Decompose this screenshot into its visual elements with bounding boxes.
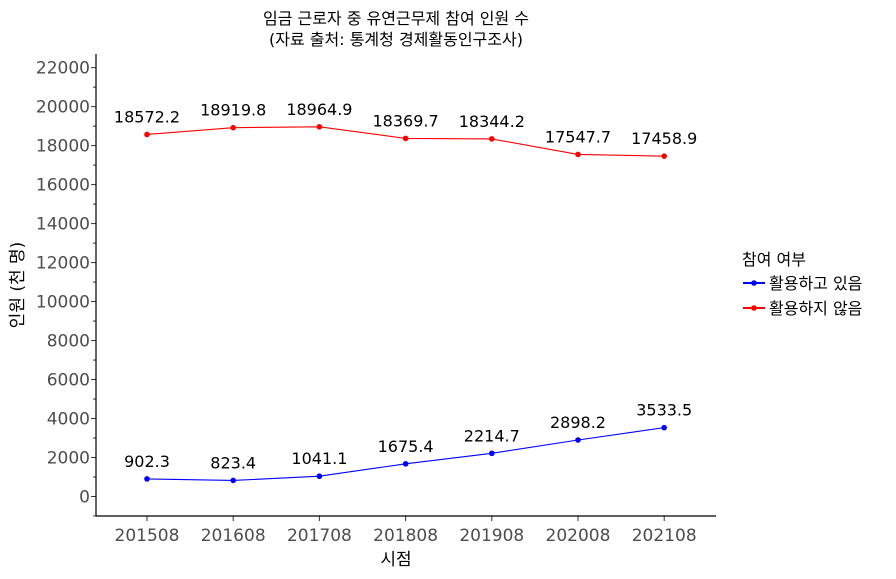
x-tick-label: 201608 <box>201 526 266 546</box>
legend-label: 활용하지 않음 <box>769 299 862 318</box>
x-tick-label: 201908 <box>459 526 524 546</box>
y-tick-label: 6000 <box>47 371 90 391</box>
data-point <box>230 477 236 484</box>
data-point <box>489 136 495 142</box>
legend-label: 활용하고 있음 <box>769 274 862 293</box>
legend-marker <box>751 305 757 311</box>
y-tick-label: 8000 <box>47 332 90 352</box>
y-tick-label: 12000 <box>36 254 90 274</box>
x-tick-label: 201808 <box>373 526 438 546</box>
data-point <box>402 461 409 467</box>
data-point <box>575 151 581 158</box>
y-tick-label: 16000 <box>36 176 90 196</box>
y-tick-label: 22000 <box>36 59 90 79</box>
data-label: 2214.7 <box>464 426 520 445</box>
data-label: 17547.7 <box>545 127 611 146</box>
data-label: 823.4 <box>210 453 256 472</box>
data-label: 17458.9 <box>631 129 697 148</box>
y-axis-title: 인원 (천 명) <box>8 242 28 329</box>
data-label: 2898.2 <box>550 413 606 432</box>
data-label: 18964.9 <box>286 100 352 119</box>
series-1: 902.3 823.4 1041.1 1675.4 2214.7 2898.2 3533.5 <box>124 401 692 484</box>
y-axis-ticks: 0 2000 4000 6000 8000 10000 12000 14000 16000 180… <box>36 59 96 517</box>
y-tick-label: 14000 <box>36 215 90 235</box>
series-layer: 902.3 823.4 1041.1 1675.4 2214.7 2898.2 3533.5… <box>114 100 697 484</box>
x-tick-label: 202008 <box>546 526 611 546</box>
data-point <box>144 476 150 482</box>
data-label: 1675.4 <box>378 437 434 456</box>
chart-title: 임금 근로자 중 유연근무제 참여 인원 수 <box>263 9 529 28</box>
data-label: 1041.1 <box>291 449 347 468</box>
legend-marker <box>751 280 757 286</box>
data-point <box>575 437 581 443</box>
y-tick-label: 20000 <box>36 98 90 118</box>
data-label: 902.3 <box>124 452 170 471</box>
data-point <box>661 424 667 431</box>
data-label: 18344.2 <box>459 112 525 131</box>
y-tick-label: 18000 <box>36 137 90 157</box>
y-tick-label: 2000 <box>47 449 90 469</box>
legend-item: 활용하지 않음 <box>743 299 862 318</box>
data-point <box>489 450 495 457</box>
y-tick-label: 10000 <box>36 293 90 313</box>
data-point <box>661 153 667 159</box>
x-tick-label: 201708 <box>287 526 352 546</box>
data-label: 18369.7 <box>373 111 439 130</box>
data-label: 18572.2 <box>114 107 180 126</box>
data-point <box>316 124 323 130</box>
chart-subtitle: (자료 출처: 통계청 경제활동인구조사) <box>269 30 523 49</box>
x-axis-title: 시점 <box>380 550 411 570</box>
x-tick-label: 202108 <box>632 526 697 546</box>
y-tick-label: 4000 <box>47 410 90 430</box>
x-axis-ticks: 201508 201608 201708 201808 201908 202008 2021… <box>115 516 697 546</box>
data-point <box>144 131 150 138</box>
y-tick-label: 0 <box>79 488 90 508</box>
series-2: 18572.2 18919.8 18964.9 18369.7 18344.2 17547… <box>114 100 697 159</box>
data-point <box>316 473 323 480</box>
legend-title: 참여 여부 <box>742 250 806 269</box>
x-tick-label: 201508 <box>115 526 180 546</box>
data-point <box>230 124 236 131</box>
data-label: 18919.8 <box>200 101 266 120</box>
data-point <box>402 135 409 142</box>
legend-item: 활용하고 있음 <box>743 274 862 293</box>
data-label: 3533.5 <box>636 401 692 420</box>
